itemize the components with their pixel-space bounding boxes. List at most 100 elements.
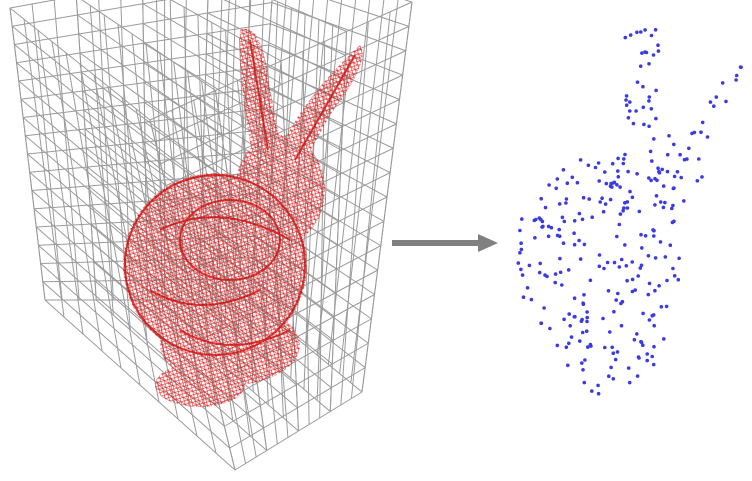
point — [670, 207, 674, 211]
point — [585, 316, 589, 320]
point — [639, 233, 643, 237]
point — [610, 346, 614, 350]
point — [672, 220, 676, 224]
point — [616, 350, 620, 354]
point — [597, 179, 601, 183]
grid-line — [273, 0, 408, 26]
point — [628, 190, 632, 194]
point — [623, 201, 627, 205]
point — [559, 271, 563, 275]
point — [550, 226, 554, 230]
point — [700, 175, 704, 179]
point — [562, 241, 566, 245]
point — [706, 135, 710, 139]
point — [639, 266, 643, 270]
point — [652, 313, 656, 317]
point — [643, 50, 647, 54]
point — [654, 117, 658, 121]
point — [696, 179, 700, 183]
point — [659, 200, 663, 204]
point — [614, 358, 618, 362]
grid-line — [10, 8, 150, 120]
point — [616, 169, 620, 173]
point — [585, 310, 589, 314]
point — [572, 231, 576, 235]
point — [548, 327, 552, 331]
point — [538, 216, 542, 220]
point — [583, 381, 587, 385]
point — [635, 332, 639, 336]
point — [638, 210, 642, 214]
point — [650, 355, 654, 359]
point — [647, 99, 651, 103]
point — [618, 265, 622, 269]
point — [583, 243, 587, 247]
point — [519, 268, 523, 272]
point — [602, 267, 606, 271]
point — [519, 241, 523, 245]
point — [540, 225, 544, 229]
point — [630, 260, 634, 264]
point — [557, 228, 561, 232]
point — [568, 324, 572, 328]
point — [610, 185, 614, 189]
point — [639, 30, 643, 34]
point — [724, 100, 728, 104]
point — [541, 220, 545, 224]
point — [636, 80, 640, 84]
point — [659, 240, 663, 244]
point — [652, 345, 656, 349]
point — [677, 278, 681, 282]
point — [673, 175, 677, 179]
point — [671, 267, 675, 271]
point — [613, 261, 617, 265]
point — [712, 104, 716, 108]
point — [539, 197, 543, 201]
point — [613, 181, 617, 185]
point — [628, 100, 632, 104]
point — [678, 153, 682, 157]
point — [693, 131, 697, 135]
point — [632, 122, 636, 126]
point — [607, 289, 611, 293]
point — [579, 158, 583, 162]
grid-line — [272, 3, 406, 51]
point — [667, 134, 671, 138]
point — [656, 43, 660, 47]
point — [673, 274, 677, 278]
point — [623, 153, 627, 157]
point — [573, 243, 577, 247]
point — [594, 166, 598, 170]
grid-line — [17, 63, 166, 186]
point — [530, 298, 534, 302]
point — [556, 234, 560, 238]
point — [631, 196, 635, 200]
point — [602, 210, 606, 214]
point — [581, 331, 585, 335]
point — [636, 274, 640, 278]
point — [600, 196, 604, 200]
point — [734, 78, 738, 82]
point-cloud — [517, 28, 743, 396]
point — [556, 177, 560, 181]
point — [645, 359, 649, 363]
point — [614, 298, 618, 302]
point — [586, 345, 590, 349]
point — [589, 279, 593, 283]
point — [639, 64, 643, 68]
point — [624, 36, 628, 40]
point — [558, 257, 562, 261]
point — [647, 254, 651, 258]
point — [627, 116, 631, 120]
point — [620, 258, 624, 262]
point — [629, 33, 633, 37]
point — [590, 389, 594, 393]
point — [666, 170, 670, 174]
point — [603, 346, 607, 350]
grid-line — [275, 0, 412, 2]
point — [672, 187, 676, 191]
point — [650, 107, 654, 111]
point — [652, 363, 656, 367]
point — [554, 272, 558, 276]
arrow — [392, 234, 498, 252]
